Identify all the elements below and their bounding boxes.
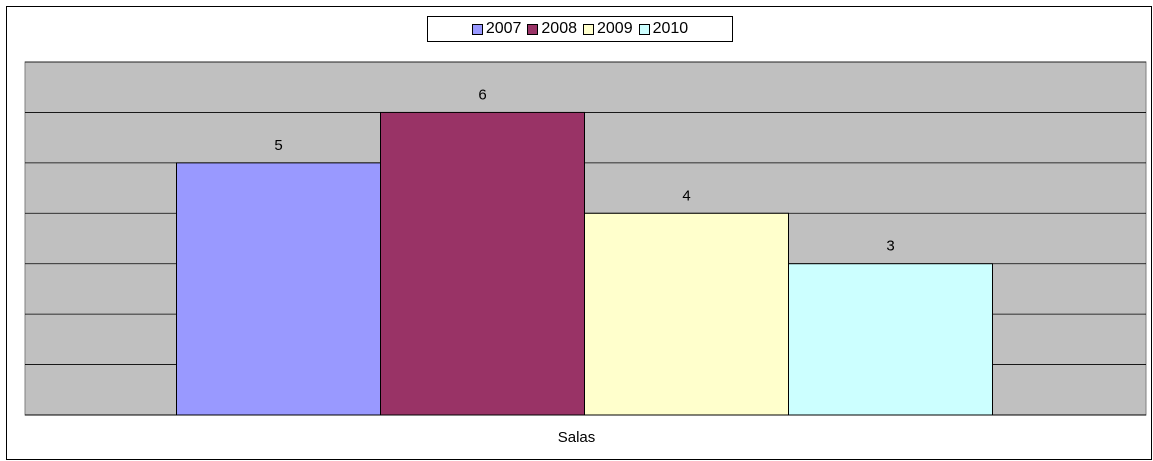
- legend-swatch-2008: [527, 23, 539, 35]
- bar-2007: [176, 162, 381, 416]
- bar-2008: [380, 111, 585, 416]
- legend-item-2008: 2008: [527, 20, 577, 38]
- data-label-2008: 6: [478, 86, 486, 103]
- data-label-2009: 4: [682, 187, 690, 204]
- legend-label-2007: 2007: [485, 20, 522, 37]
- legend-label-2009: 2009: [597, 20, 633, 37]
- x-category-label: Salas: [557, 429, 596, 446]
- legend-item-2010: 2010: [638, 20, 689, 38]
- legend-item-2009: 2009: [583, 20, 633, 38]
- bar-2009: [584, 212, 789, 416]
- bar-2010: [788, 263, 993, 416]
- legend-swatch-2010: [638, 23, 650, 35]
- legend-swatch-2007: [471, 23, 483, 35]
- legend-label-2010: 2010: [652, 20, 689, 37]
- legend-swatch-2009: [583, 23, 594, 35]
- legend-label-2008: 2008: [541, 20, 577, 37]
- chart-legend: 2007 2008 2009 2010: [427, 16, 733, 42]
- legend-item-2007: 2007: [471, 20, 522, 38]
- data-label-2007: 5: [274, 137, 282, 154]
- data-label-2010: 3: [886, 238, 894, 255]
